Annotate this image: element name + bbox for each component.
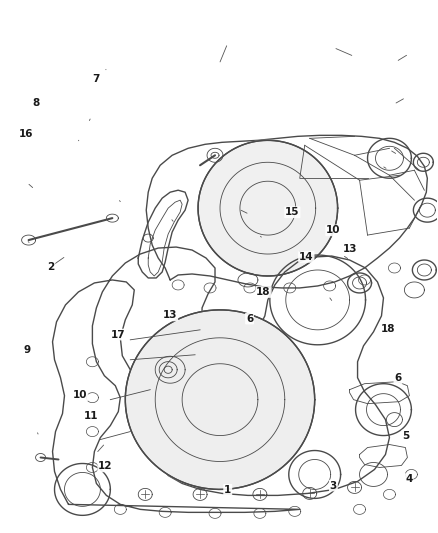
Text: 9: 9: [23, 345, 31, 356]
Text: 5: 5: [402, 431, 410, 441]
Polygon shape: [125, 310, 314, 489]
Text: 6: 6: [246, 313, 253, 324]
Text: 13: 13: [163, 310, 177, 320]
Text: 16: 16: [19, 128, 33, 139]
Text: 2: 2: [47, 262, 54, 271]
Text: 3: 3: [330, 481, 337, 490]
Text: 10: 10: [73, 390, 88, 400]
Text: 14: 14: [299, 252, 314, 262]
Text: 10: 10: [326, 225, 341, 236]
Text: 13: 13: [343, 245, 357, 254]
Text: 18: 18: [381, 324, 396, 334]
Text: 12: 12: [98, 462, 113, 471]
Text: 6: 6: [394, 373, 402, 383]
Text: 4: 4: [405, 474, 413, 484]
Text: 11: 11: [84, 411, 99, 422]
Polygon shape: [198, 140, 338, 276]
Text: 1: 1: [224, 485, 231, 495]
Text: 18: 18: [256, 287, 271, 297]
Text: 7: 7: [92, 75, 99, 84]
Text: 8: 8: [33, 98, 40, 108]
Text: 15: 15: [285, 207, 300, 217]
Text: 17: 17: [110, 329, 125, 340]
